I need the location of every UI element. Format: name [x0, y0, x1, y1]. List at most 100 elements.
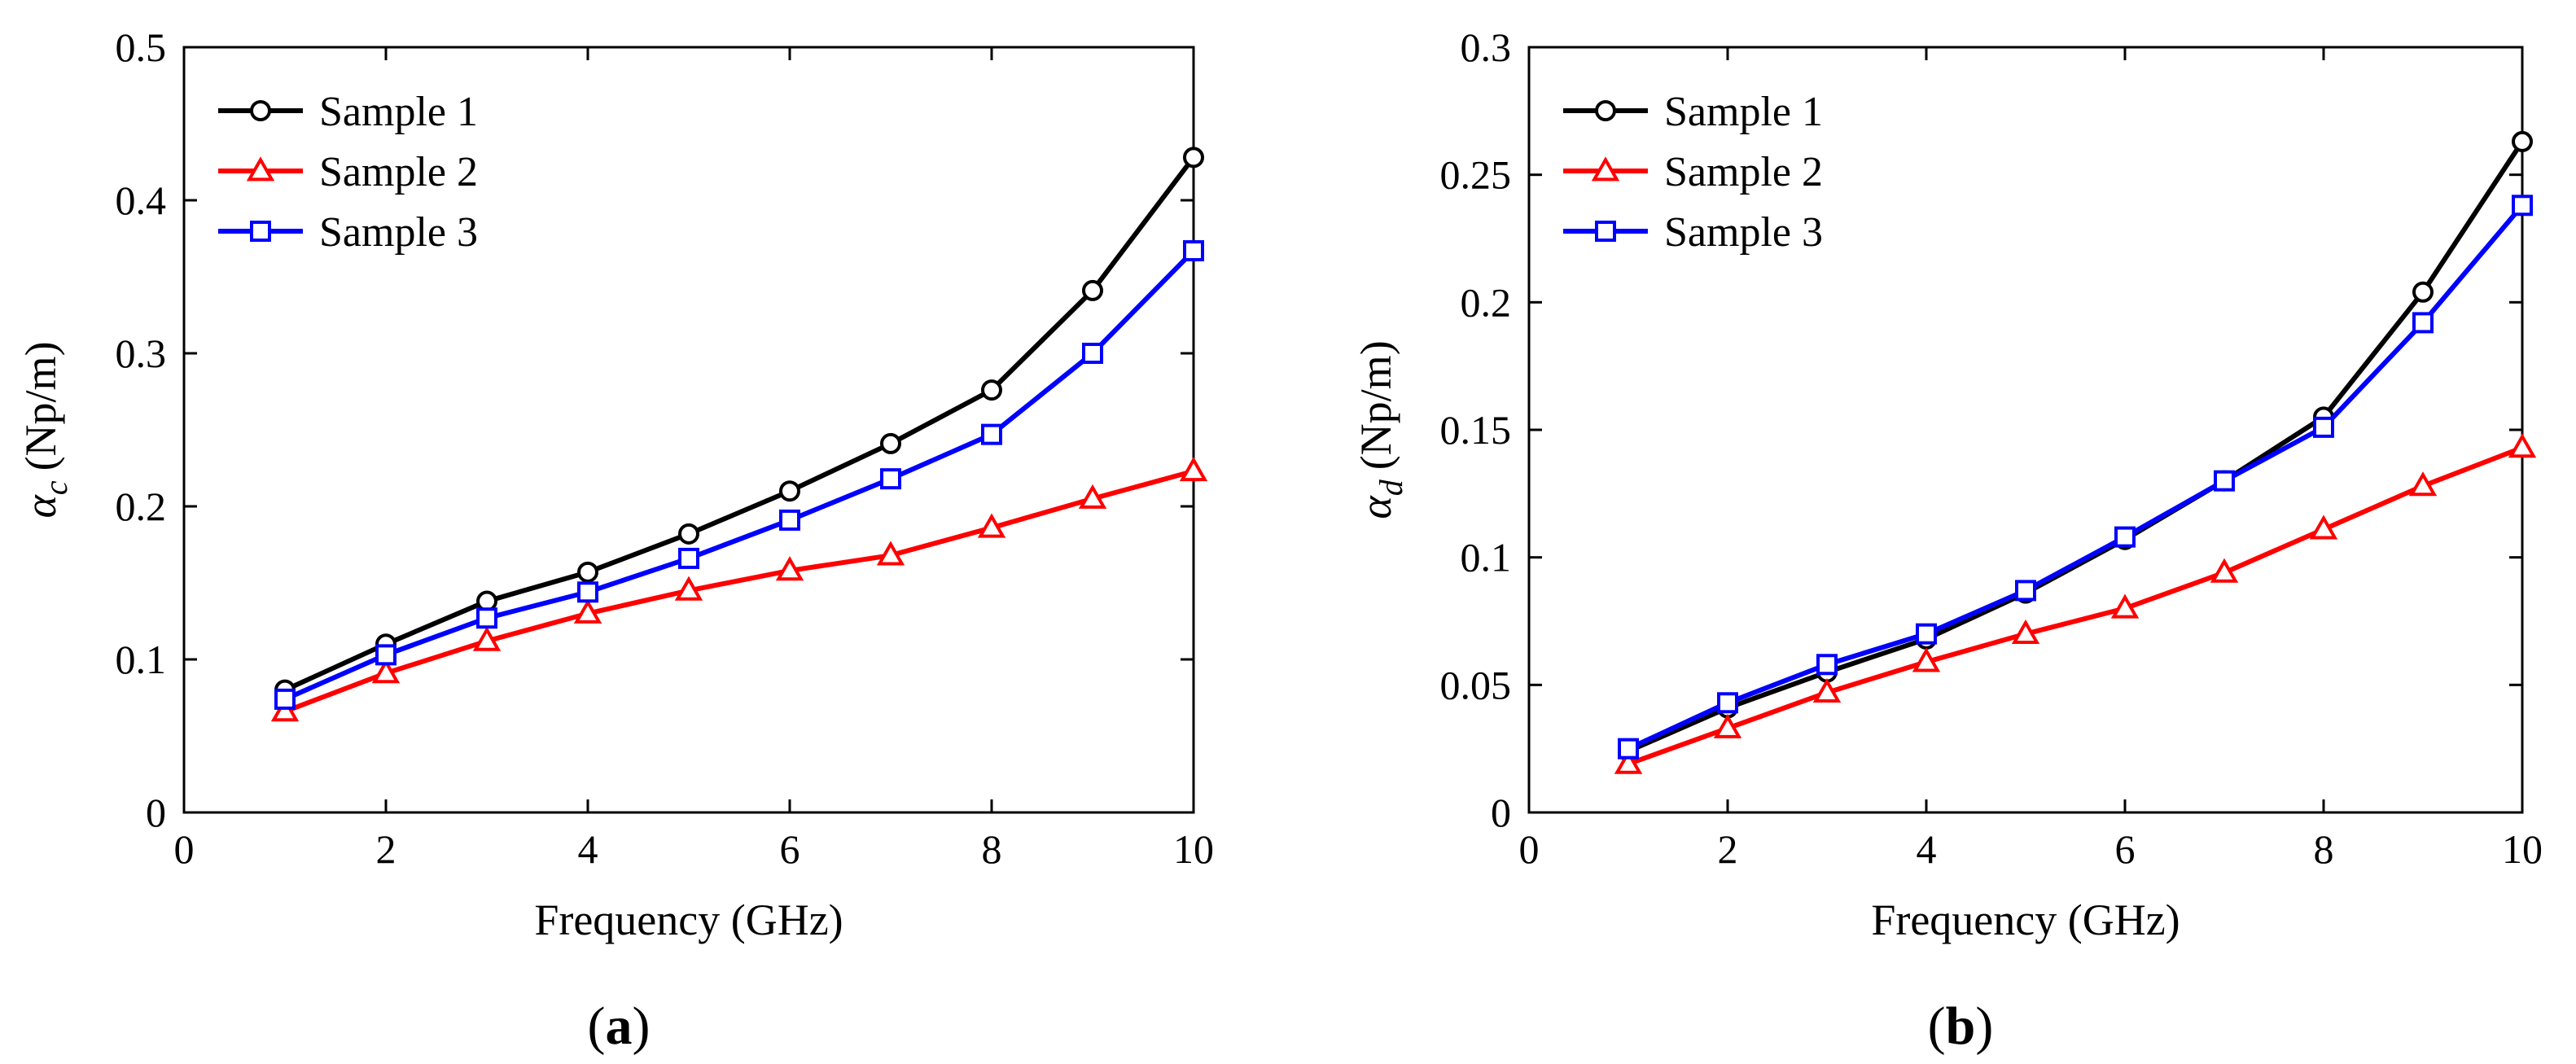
- data-point: [2313, 416, 2334, 438]
- data-point: [371, 659, 401, 684]
- data-point: [2210, 558, 2239, 583]
- y-axis-label: αd (Np/m): [1352, 340, 1409, 519]
- data-point: [678, 523, 699, 545]
- x-axis-label: Frequency (GHz): [1871, 895, 2180, 944]
- data-point: [1183, 147, 1204, 169]
- data-point: [981, 379, 1002, 401]
- legend-label: Sample 2: [319, 149, 478, 195]
- panel-label-letter: a: [606, 996, 633, 1056]
- data-point: [1916, 623, 1937, 645]
- y-axis-symbol: α: [16, 494, 65, 519]
- y-tick-label: 0.1: [1461, 535, 1512, 580]
- series-sample-3: [274, 240, 1204, 710]
- data-point: [1183, 240, 1204, 262]
- y-tick-label: 0: [146, 790, 166, 835]
- data-point: [2114, 526, 2136, 548]
- series-line: [1627, 445, 2524, 767]
- series-line: [283, 155, 1196, 693]
- data-point: [1614, 749, 1643, 774]
- legend-label: Sample 1: [1664, 89, 1823, 135]
- data-point: [2512, 195, 2533, 217]
- data-point: [674, 576, 703, 601]
- y-tick-label: 0.3: [1461, 24, 1512, 70]
- data-point: [573, 598, 602, 624]
- data-point: [472, 626, 502, 651]
- data-point: [274, 688, 296, 710]
- legend-label: Sample 3: [1664, 209, 1823, 256]
- data-point: [577, 561, 598, 583]
- data-point: [876, 541, 905, 566]
- data-point: [1618, 738, 1639, 760]
- x-tick-label: 2: [1718, 826, 1738, 872]
- data-point: [775, 556, 804, 581]
- data-point: [2408, 471, 2438, 497]
- panel-label: (b): [1928, 996, 1994, 1056]
- legend-marker: [246, 156, 275, 182]
- y-tick-label: 0.25: [1440, 152, 1512, 198]
- x-tick-label: 6: [2115, 826, 2136, 872]
- legend: Sample 1 Sample 2 Sample 3: [218, 89, 478, 256]
- legend-marker: [250, 221, 271, 242]
- data-point: [779, 480, 800, 502]
- y-axis-subscript: c: [37, 480, 74, 495]
- data-point: [880, 468, 901, 490]
- y-tick-label: 0.5: [116, 24, 167, 70]
- y-tick-label: 0.1: [116, 637, 167, 682]
- legend-marker: [1595, 221, 1616, 242]
- panel-label-open: (: [1928, 996, 1946, 1056]
- chart-panel-b: 0 2 4 6 8 10 0 0.05 0.1 0.15 0.2 0.25 0.3 Frequency (…: [1352, 24, 2543, 1056]
- data-point: [1082, 279, 1103, 301]
- x-tick-label: 10: [2502, 826, 2543, 872]
- legend-label: Sample 2: [1664, 149, 1823, 195]
- y-axis-subscript: d: [1373, 479, 1409, 496]
- x-tick-label: 2: [376, 826, 396, 872]
- data-point: [270, 697, 300, 722]
- legend-marker: [250, 100, 271, 121]
- series-sample-2: [1614, 433, 2537, 774]
- data-point: [2015, 580, 2036, 602]
- y-tick-label: 0.2: [116, 484, 167, 529]
- y-tick-label: 0.05: [1440, 662, 1512, 707]
- data-point: [2011, 619, 2040, 644]
- legend-marker: [1591, 156, 1620, 182]
- panel-label-open: (: [588, 996, 606, 1056]
- legend-marker: [1595, 100, 1616, 121]
- data-point: [577, 581, 598, 603]
- series-sample-2: [270, 456, 1208, 722]
- data-point: [375, 644, 396, 666]
- legend-label: Sample 3: [319, 209, 478, 256]
- data-point: [1812, 677, 1842, 703]
- data-point: [2412, 312, 2434, 334]
- data-point: [1179, 456, 1208, 482]
- panel-label-close: ): [633, 996, 651, 1056]
- data-point: [2412, 281, 2434, 303]
- y-axis-label: αc (Np/m): [16, 341, 74, 518]
- data-point: [1912, 647, 1941, 672]
- data-point: [2512, 130, 2533, 152]
- x-tick-label: 8: [982, 826, 1002, 872]
- y-tick-label: 0.15: [1440, 407, 1512, 453]
- data-point: [1078, 484, 1107, 509]
- y-tick-label: 0.4: [116, 177, 167, 223]
- series-sample-3: [1618, 195, 2533, 760]
- x-tick-label: 6: [780, 826, 800, 872]
- legend-label: Sample 1: [319, 89, 478, 135]
- data-point: [2110, 593, 2140, 619]
- y-axis-unit: (Np/m): [1352, 340, 1400, 470]
- data-point: [977, 513, 1006, 538]
- y-tick-label: 0: [1491, 790, 1511, 835]
- chart-panel-a: 0 2 4 6 8 10 0 0.1 0.2 0.3 0.4 0.5 Frequency (GHz) αc…: [16, 24, 1214, 1056]
- data-point: [1713, 713, 1742, 738]
- data-point: [981, 423, 1002, 445]
- series-line: [283, 248, 1196, 702]
- x-tick-label: 8: [2314, 826, 2334, 872]
- x-tick-label: 0: [174, 826, 195, 872]
- legend: Sample 1 Sample 2 Sample 3: [1563, 89, 1823, 256]
- y-tick-label: 0.3: [116, 331, 167, 376]
- data-point: [1717, 692, 1738, 714]
- x-tick-label: 4: [578, 826, 598, 872]
- data-point: [1082, 343, 1103, 364]
- series-line: [283, 468, 1194, 714]
- data-point: [779, 509, 800, 531]
